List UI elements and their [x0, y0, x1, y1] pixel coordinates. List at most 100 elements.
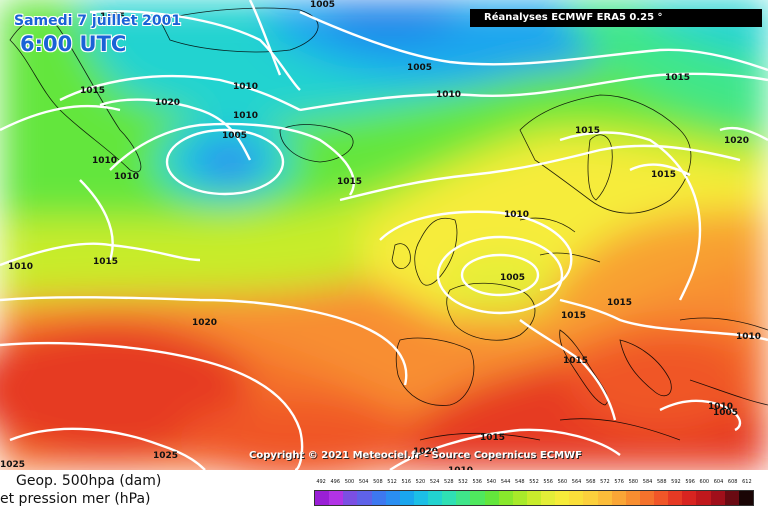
legend-value-label: 576 [614, 479, 624, 485]
isobars [0, 0, 768, 470]
legend-swatch [696, 491, 711, 505]
legend-swatch [315, 491, 330, 505]
isobar-label: 1015 [563, 356, 589, 366]
legend-swatch [385, 491, 400, 505]
legend-swatch [583, 491, 598, 505]
legend-value-label: 588 [656, 479, 667, 485]
isobar-label: 1010 [708, 402, 734, 412]
legend-value-label: 600 [699, 479, 710, 485]
isobar-label: 1020 [155, 98, 181, 108]
source-banner: Réanalyses ECMWF ERA5 0.25 ° [470, 9, 762, 27]
legend-swatch [442, 491, 457, 505]
legend-value-label: 520 [415, 479, 426, 485]
legend-subtitle: et pression mer (hPa) [0, 491, 151, 507]
legend-swatch [343, 491, 358, 505]
legend-value-label: 548 [515, 479, 525, 485]
legend-swatch [654, 491, 669, 505]
legend-swatch [682, 491, 697, 505]
legend-value-label: 572 [600, 479, 610, 485]
legend-swatch [625, 491, 640, 505]
isobar-label: 1020 [192, 318, 218, 328]
isobar-label: 1005 [407, 63, 433, 73]
legend-swatch [555, 491, 570, 505]
isobar-label: 1010 [114, 172, 140, 182]
legend-value-label: 540 [486, 479, 497, 485]
geopotential-map [0, 0, 768, 470]
legend-value-label: 604 [713, 479, 724, 485]
legend-value-label: 584 [642, 479, 653, 485]
isobar-label: 1005 [713, 408, 739, 418]
legend-value-label: 512 [387, 479, 397, 485]
legend-value-label: 552 [529, 479, 539, 485]
legend-swatch [371, 491, 386, 505]
legend-swatch [329, 491, 344, 505]
legend-swatch [724, 491, 739, 505]
legend-value-label: 524 [429, 479, 440, 485]
legend-scale-labels: 492 496 500 504 508 512 516 520 524 528 532 536 540 5… [314, 479, 754, 488]
legend-swatch [357, 491, 372, 505]
isobar-label: 1025 [0, 460, 26, 470]
time-label: 6:00 UTC [20, 32, 127, 56]
isobar-label: 1010 [736, 332, 762, 342]
isobar-label: 1015 [480, 433, 506, 443]
legend-swatch [399, 491, 414, 505]
legend-color-scale [314, 490, 754, 506]
isobar-label: 1015 [80, 86, 106, 96]
isobar-label: 1015 [607, 298, 633, 308]
legend-value-label: 580 [628, 479, 639, 485]
isobar-label: 1005 [222, 131, 248, 141]
isobar-label: 1015 [93, 257, 119, 267]
legend-value-label: 564 [571, 479, 582, 485]
legend-swatch [456, 491, 471, 505]
legend-swatch [413, 491, 428, 505]
legend-title: Geop. 500hpa (dam) [16, 473, 162, 489]
isobar-label: 1015 [651, 170, 677, 180]
date-label: Samedi 7 juillet 2001 [14, 13, 182, 29]
legend-value-label: 492 [316, 479, 326, 485]
legend-value-label: 556 [543, 479, 553, 485]
legend-value-label: 544 [500, 479, 511, 485]
isobar-label: 1020 [413, 447, 439, 457]
legend-swatch [639, 491, 654, 505]
legend-swatch [428, 491, 443, 505]
legend-value-label: 496 [330, 479, 341, 485]
legend-swatch [512, 491, 527, 505]
isobar-label: 1015 [665, 73, 691, 83]
isobar-label: 1010 [233, 82, 259, 92]
copyright-notice: Copyright © 2021 Meteociel.fr - Source C… [249, 450, 582, 461]
legend-value-label: 500 [344, 479, 355, 485]
isobar-label: 1010 [436, 90, 462, 100]
legend-value-label: 596 [685, 479, 695, 485]
isobar-label: 1025 [153, 451, 179, 461]
legend-swatch [526, 491, 541, 505]
legend-value-label: 608 [727, 479, 738, 485]
legend-swatch [484, 491, 499, 505]
legend-swatch [738, 491, 753, 505]
legend-swatch [498, 491, 513, 505]
isobar-label: 1010 [233, 111, 259, 121]
legend-swatch [668, 491, 683, 505]
legend-swatch [569, 491, 584, 505]
isobar-label: 1015 [575, 126, 601, 136]
isobar-label: 1015 [100, 12, 126, 22]
isobar-label: 1020 [724, 136, 750, 146]
isobar-label: 1015 [561, 311, 587, 321]
legend-value-label: 560 [557, 479, 568, 485]
legend-value-label: 592 [671, 479, 681, 485]
legend-swatch [541, 491, 556, 505]
legend-value-label: 504 [358, 479, 369, 485]
isobar-label: 1005 [500, 273, 526, 283]
isobar-label: 1010 [8, 262, 34, 272]
isobar-label: 1010 [92, 156, 118, 166]
legend-value-label: 536 [472, 479, 482, 485]
legend-swatch [710, 491, 725, 505]
legend-value-label: 612 [742, 479, 752, 485]
legend-value-label: 516 [401, 479, 412, 485]
legend-swatch [597, 491, 612, 505]
legend-swatch [470, 491, 485, 505]
legend-value-label: 568 [585, 479, 596, 485]
legend-value-label: 532 [458, 479, 468, 485]
legend-swatch [611, 491, 626, 505]
isobar-label: 1005 [310, 0, 336, 10]
